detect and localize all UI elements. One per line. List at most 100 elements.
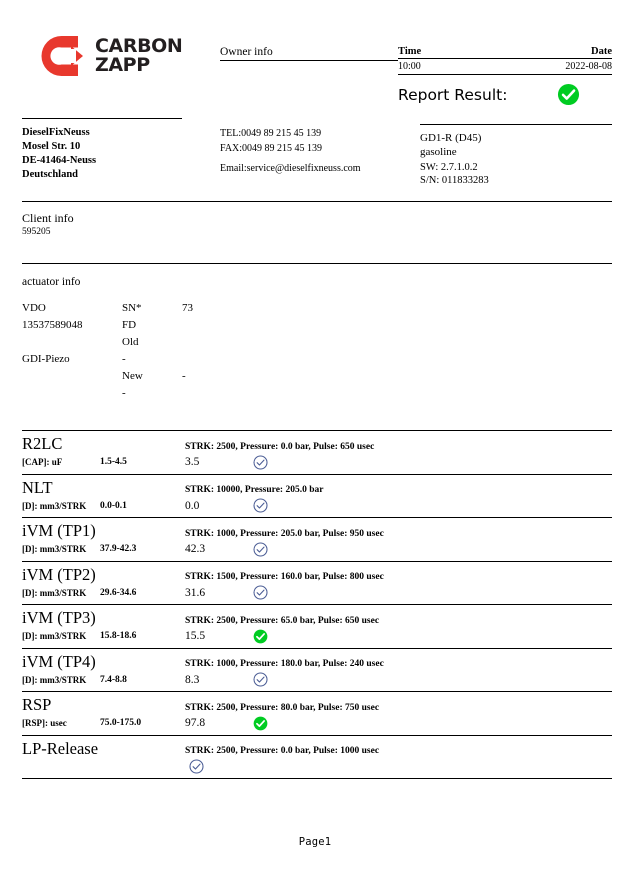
test-unit: [D]: mm3/STRK <box>22 631 87 642</box>
test-range: 7.4-8.8 <box>100 674 127 685</box>
actuator-column-1: VDO 13537589048 GDI-Piezo <box>22 300 122 402</box>
row-divider <box>22 691 612 693</box>
test-value: 8.3 <box>185 673 200 686</box>
actuator-cell: Old <box>122 336 139 349</box>
row-divider <box>22 560 612 562</box>
report-result-label: Report Result: <box>398 85 508 104</box>
test-unit: [RSP]: usec <box>22 718 67 729</box>
device-model: GD1-R (D45) <box>420 132 482 144</box>
test-range: 29.6-34.6 <box>100 587 137 598</box>
page-footer: Page1 <box>298 836 332 848</box>
brand-block: CARBON ZAPP <box>22 34 220 78</box>
brand-name-line1: CARBON <box>95 35 183 58</box>
test-range: 75.0-175.0 <box>100 718 142 729</box>
actuator-info-title: actuator info <box>22 276 81 289</box>
owner-info-rule <box>220 60 398 61</box>
test-name: iVM (TP3) <box>22 608 96 628</box>
actuator-cell: GDI-Piezo <box>22 353 70 366</box>
row-divider <box>22 517 612 519</box>
brand-name: CARBON ZAPP <box>95 35 183 75</box>
row-divider <box>22 473 612 475</box>
client-info-block: Client info 595205 <box>22 202 612 237</box>
table-row: RSP STRK: 2500, Pressure: 80.0 bar, Puls… <box>22 692 612 734</box>
table-row: iVM (TP1) STRK: 1000, Pressure: 205.0 ba… <box>22 518 612 560</box>
address-line: Mosel Str. 10 <box>22 140 81 152</box>
carbon-zapp-logo-icon <box>38 34 84 78</box>
test-status-badge <box>249 672 293 687</box>
test-condition: STRK: 1000, Pressure: 205.0 bar, Pulse: … <box>185 528 384 539</box>
contact-email: Email:service@dieselfixneuss.com <box>220 163 361 174</box>
test-status-badge <box>249 629 293 644</box>
test-range: 15.8-18.6 <box>100 631 137 642</box>
test-value: 31.6 <box>185 586 206 599</box>
actuator-column-3: 73 - <box>182 300 612 402</box>
table-row: iVM (TP3) STRK: 2500, Pressure: 65.0 bar… <box>22 605 612 647</box>
test-status-badge <box>249 585 293 600</box>
row-divider <box>22 604 612 606</box>
check-circle-outline-icon <box>253 672 268 687</box>
device-rule <box>420 124 612 125</box>
test-name: iVM (TP4) <box>22 651 96 671</box>
address-block: DieselFixNeuss Mosel Str. 10 DE-41464-Ne… <box>22 118 220 182</box>
table-row: iVM (TP2) STRK: 1500, Pressure: 160.0 ba… <box>22 562 612 604</box>
test-condition: STRK: 2500, Pressure: 0.0 bar, Pulse: 10… <box>185 746 380 757</box>
time-date-rule-top <box>398 58 612 59</box>
report-result-pass-icon <box>557 83 580 106</box>
actuator-cell: - <box>182 370 186 383</box>
check-circle-filled-icon <box>253 629 268 644</box>
check-circle-outline-icon <box>253 542 268 557</box>
address-line: DieselFixNeuss <box>22 127 90 138</box>
test-unit: [D]: mm3/STRK <box>22 587 87 598</box>
test-status-badge <box>249 542 293 557</box>
client-info-title: Client info <box>22 211 74 226</box>
check-circle-outline-icon <box>253 585 268 600</box>
time-date-block: Time Date 10:00 2022-08-08 Report Result… <box>398 34 612 115</box>
time-label: Time <box>398 46 422 57</box>
actuator-cell <box>182 317 612 334</box>
owner-info-label: Owner info <box>220 46 273 58</box>
owner-info-block: Owner info <box>220 34 398 61</box>
table-row: LP-Release STRK: 2500, Pressure: 0.0 bar… <box>22 736 612 778</box>
test-name: iVM (TP2) <box>22 564 96 584</box>
time-date-rule-bottom <box>398 74 612 75</box>
table-row: iVM (TP4) STRK: 1000, Pressure: 180.0 ba… <box>22 649 612 691</box>
contact-tel: TEL:0049 89 215 45 139 <box>220 128 322 139</box>
address-line: DE-41464-Neuss <box>22 154 97 166</box>
test-range: 1.5-4.5 <box>100 457 127 468</box>
actuator-cell <box>22 368 122 385</box>
actuator-cell <box>182 334 612 351</box>
actuator-cell: SN* <box>122 302 142 315</box>
client-info-value: 595205 <box>22 227 51 238</box>
check-circle-outline-icon <box>253 455 268 470</box>
check-circle-filled-icon <box>253 716 268 731</box>
logo: CARBON ZAPP <box>22 34 220 78</box>
actuator-cell: - <box>122 387 126 400</box>
test-condition: STRK: 1000, Pressure: 180.0 bar, Pulse: … <box>185 659 384 670</box>
test-name: NLT <box>22 477 53 497</box>
report-result: Report Result: <box>398 75 612 115</box>
actuator-cell: 73 <box>182 302 193 315</box>
client-section-rule-top <box>22 201 612 203</box>
device-block: GD1-R (D45) gasoline SW: 2.7.1.0.2 S/N: … <box>420 118 612 187</box>
test-value: 97.8 <box>185 717 206 730</box>
check-circle-outline-icon <box>253 498 268 513</box>
actuator-cell <box>22 334 122 351</box>
address-rule <box>22 118 182 119</box>
test-name: LP-Release <box>22 738 99 758</box>
test-unit: [D]: mm3/STRK <box>22 674 87 685</box>
actuator-cell <box>22 385 122 402</box>
address-line: Deutschland <box>22 168 79 180</box>
test-unit: [D]: mm3/STRK <box>22 544 87 555</box>
test-name: RSP <box>22 695 52 715</box>
test-value: 3.5 <box>185 456 200 469</box>
table-row: R2LC STRK: 2500, Pressure: 0.0 bar, Puls… <box>22 431 612 473</box>
row-divider <box>22 647 612 649</box>
test-status-badge <box>185 759 229 774</box>
test-unit: [CAP]: uF <box>22 457 63 468</box>
row-divider <box>22 734 612 736</box>
actuator-cell: VDO <box>22 302 46 315</box>
test-value: 42.3 <box>185 543 206 556</box>
device-software: SW: 2.7.1.0.2 <box>420 162 478 174</box>
page-content: CARBON ZAPP Owner info Time Date 10:00 2… <box>22 0 612 780</box>
client-section-rule-bottom <box>22 263 612 265</box>
